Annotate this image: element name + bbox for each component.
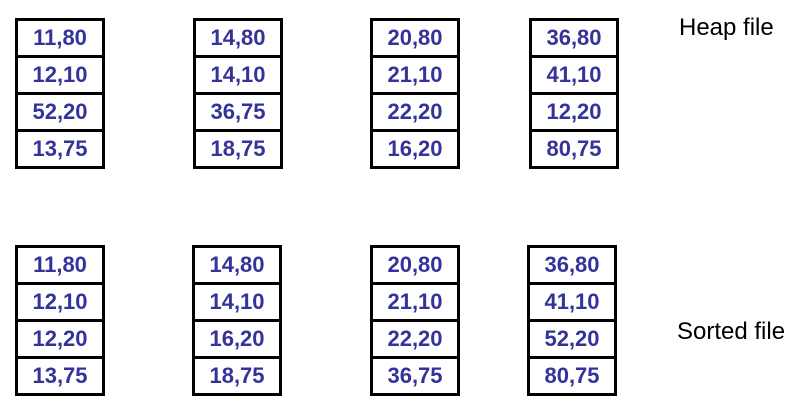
sorted-record: 22,20 [373, 322, 457, 359]
sorted-page-4: 36,80 41,10 52,20 80,75 [527, 245, 617, 396]
heap-record: 21,10 [373, 58, 457, 95]
heap-record: 80,75 [532, 132, 616, 169]
sorted-record: 12,20 [18, 322, 102, 359]
sorted-record: 21,10 [373, 285, 457, 322]
heap-record: 12,10 [18, 58, 102, 95]
sorted-page-3: 20,80 21,10 22,20 36,75 [370, 245, 460, 396]
heap-record: 14,10 [196, 58, 280, 95]
heap-record: 20,80 [373, 21, 457, 58]
heap-page-4: 36,80 41,10 12,20 80,75 [529, 18, 619, 169]
sorted-record: 18,75 [195, 359, 279, 396]
heap-record: 12,20 [532, 95, 616, 132]
heap-record: 22,20 [373, 95, 457, 132]
sorted-page-1: 11,80 12,10 12,20 13,75 [15, 245, 105, 396]
sorted-record: 80,75 [530, 359, 614, 396]
heap-file-label: Heap file [679, 14, 774, 41]
sorted-record: 36,75 [373, 359, 457, 396]
heap-page-1: 11,80 12,10 52,20 13,75 [15, 18, 105, 169]
heap-record: 14,80 [196, 21, 280, 58]
sorted-record: 36,80 [530, 248, 614, 285]
sorted-record: 13,75 [18, 359, 102, 396]
sorted-record: 14,10 [195, 285, 279, 322]
sorted-file-label: Sorted file [677, 318, 786, 345]
heap-record: 13,75 [18, 132, 102, 169]
sorted-record: 16,20 [195, 322, 279, 359]
heap-page-3: 20,80 21,10 22,20 16,20 [370, 18, 460, 169]
sorted-record: 52,20 [530, 322, 614, 359]
heap-record: 41,10 [532, 58, 616, 95]
heap-record: 36,80 [532, 21, 616, 58]
sorted-record: 41,10 [530, 285, 614, 322]
heap-record: 52,20 [18, 95, 102, 132]
sorted-record: 14,80 [195, 248, 279, 285]
sorted-record: 12,10 [18, 285, 102, 322]
sorted-record: 20,80 [373, 248, 457, 285]
heap-record: 16,20 [373, 132, 457, 169]
heap-record: 36,75 [196, 95, 280, 132]
heap-record: 11,80 [18, 21, 102, 58]
sorted-page-2: 14,80 14,10 16,20 18,75 [192, 245, 282, 396]
sorted-record: 11,80 [18, 248, 102, 285]
heap-record: 18,75 [196, 132, 280, 169]
heap-page-2: 14,80 14,10 36,75 18,75 [193, 18, 283, 169]
